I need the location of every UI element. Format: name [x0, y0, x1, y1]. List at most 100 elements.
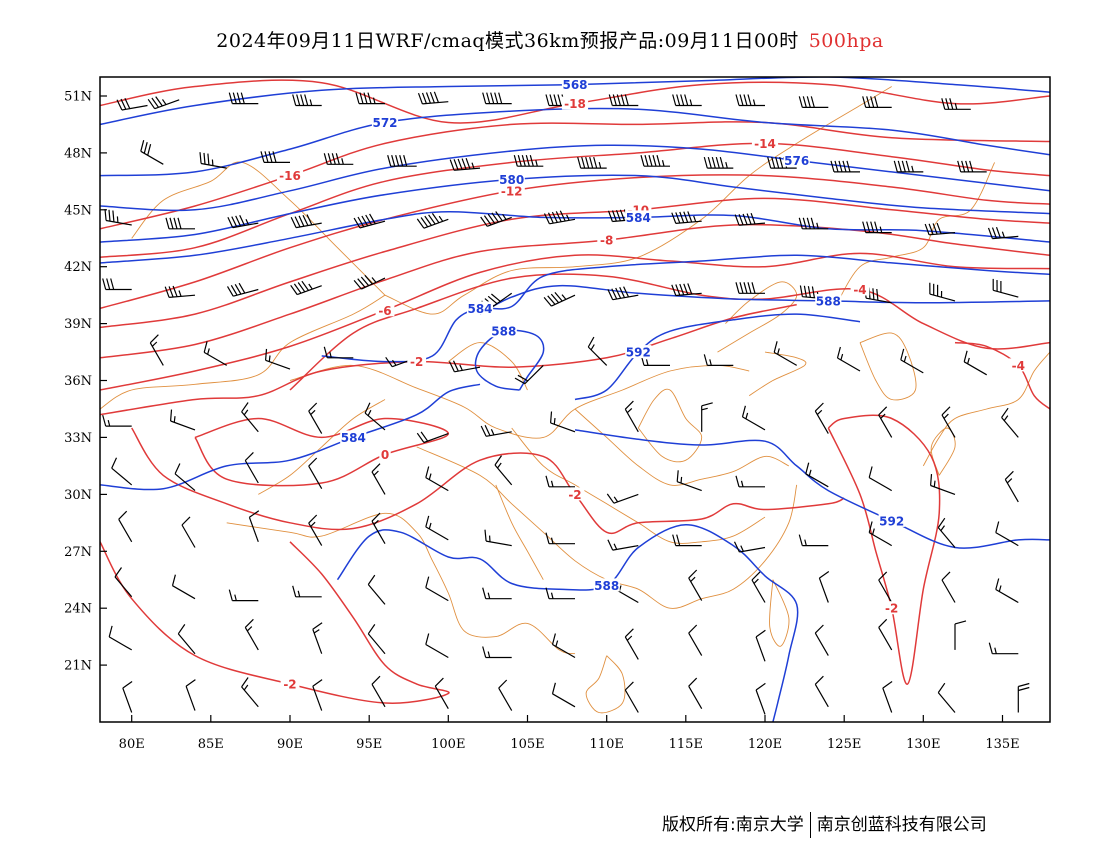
geopotential-contour-8	[100, 383, 481, 491]
temperature-label-bg-0	[561, 96, 589, 110]
wind-barb-83	[878, 406, 893, 438]
wind-barb-130	[995, 578, 1019, 604]
wind-barb-49	[543, 292, 576, 307]
wind-barb-134	[312, 622, 323, 654]
wind-barb-28	[104, 209, 132, 226]
wind-barb-58	[203, 341, 228, 366]
wind-barb-3	[292, 94, 322, 107]
wind-barb-86	[111, 457, 133, 486]
wind-barb-151	[434, 677, 449, 710]
wind-barb-140	[688, 624, 703, 656]
wind-barb-67	[773, 341, 798, 366]
temperature-contour-4	[100, 197, 1050, 329]
wind-barb-37	[671, 211, 702, 224]
x-tick-label-3: 95E	[356, 737, 382, 752]
wind-barb-47	[353, 274, 386, 290]
wind-barb-116	[114, 567, 133, 598]
temperature-label-10: -2	[568, 488, 581, 502]
wind-barb-144	[954, 620, 967, 650]
wind-barb-39	[798, 217, 829, 230]
wind-barb-112	[798, 534, 829, 547]
wind-barb-56	[992, 278, 1019, 298]
wind-barb-93	[545, 475, 575, 488]
geopotential-contour-11	[336, 523, 799, 722]
wind-barb-69	[900, 348, 924, 374]
wind-barb-26	[893, 160, 924, 173]
wind-barb-10	[735, 94, 765, 107]
geopotential-label-bg-6	[815, 293, 842, 307]
chart-title: 2024年09月11日WRF/cmaq模式36km预报产品:09月11日00时 5…	[0, 26, 1100, 53]
y-tick-label-0: 21N	[64, 659, 92, 674]
temperature-contour-7	[289, 273, 1050, 391]
geopotential-contour-3	[100, 174, 1050, 243]
wind-barb-125	[688, 569, 703, 601]
x-tick-label-2: 90E	[277, 737, 303, 752]
wind-barb-20	[513, 155, 544, 167]
wind-barb-120	[367, 574, 386, 605]
wind-barb-71	[102, 414, 132, 427]
wind-barb-117	[171, 574, 196, 600]
geopotential-contour-6	[479, 284, 1050, 315]
wind-barb-152	[498, 679, 513, 711]
wind-barb-78	[550, 411, 576, 433]
temperature-label-9: 0	[381, 448, 389, 462]
geopotential-contour-10	[574, 429, 1050, 549]
wind-barb-145	[988, 642, 1019, 655]
geopotential-label-bg-9	[625, 345, 652, 359]
geopotential-label-2: 576	[784, 154, 809, 168]
wind-barb-73	[241, 402, 259, 433]
wind-barb-158	[882, 681, 893, 713]
boundary-line-8	[585, 655, 626, 714]
geopotential-contour-9	[574, 313, 861, 401]
wind-barb-55	[929, 282, 956, 302]
wind-barb-110	[672, 534, 702, 547]
wind-barb-156	[755, 682, 766, 715]
geopotential-label-bg-3	[498, 172, 525, 186]
wind-barb-30	[227, 214, 259, 229]
wind-barb-11	[798, 96, 829, 109]
x-tick-label-9: 125E	[827, 737, 861, 752]
geopotential-label-5: 584	[467, 302, 492, 316]
y-tick-label-3: 30N	[64, 488, 92, 503]
wind-barb-141	[755, 629, 766, 662]
wind-barb-29	[165, 217, 195, 230]
wind-barb-59	[265, 348, 291, 370]
wind-barb-139	[624, 628, 639, 660]
wind-barb-109	[607, 539, 639, 551]
wind-barb-100	[1004, 470, 1019, 503]
temperature-label-bg-1	[276, 168, 304, 182]
wind-barb-101	[118, 510, 133, 543]
boundary-line-17	[637, 388, 703, 463]
company-text: 南京创蓝科技有限公司	[816, 815, 987, 835]
wind-barb-108	[545, 532, 575, 545]
wind-barb-6	[482, 92, 512, 105]
boundary-line-16	[495, 484, 544, 580]
wind-barb-88	[244, 451, 259, 484]
temperature-contour-1	[100, 121, 1050, 230]
wind-barb-126	[751, 571, 766, 603]
wind-barb-143	[878, 618, 893, 651]
wind-barb-0	[116, 98, 148, 111]
wind-barb-121	[425, 576, 449, 602]
geopotential-label-bg-11	[593, 578, 620, 592]
wind-barb-123	[545, 587, 575, 600]
wind-barb-77	[480, 425, 512, 437]
wind-barb-97	[805, 462, 829, 488]
wind-barb-127	[818, 571, 830, 603]
wind-barb-5	[417, 91, 449, 105]
title-text: 2024年09月11日WRF/cmaq模式36km预报产品:09月11日00时	[216, 30, 799, 52]
wind-barb-12	[862, 96, 892, 109]
wind-barb-128	[878, 571, 893, 603]
wind-barb-148	[241, 677, 259, 708]
wind-barb-132	[177, 624, 196, 655]
boundary-line-5	[416, 446, 798, 609]
x-tick-label-4: 100E	[431, 737, 465, 752]
temperature-label-bg-7	[850, 282, 870, 296]
wind-barb-50	[607, 286, 639, 301]
wind-barb-72	[170, 409, 196, 431]
temperature-label-bg-2	[751, 136, 779, 150]
credit-separator	[809, 812, 811, 838]
wind-barb-102	[181, 516, 196, 548]
wind-barb-76	[416, 431, 449, 444]
wind-barb-118	[228, 589, 259, 602]
